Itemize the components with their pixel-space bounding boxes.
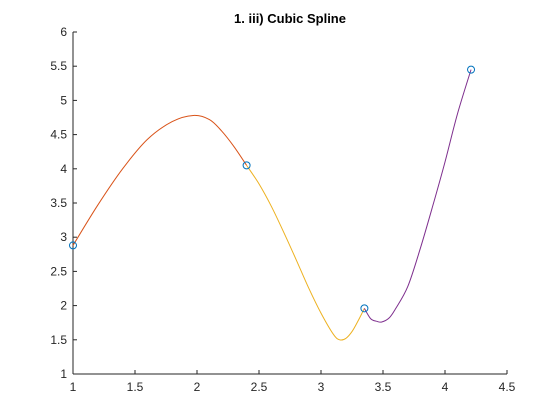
x-tick-label: 3.5	[375, 380, 392, 394]
y-tick-label: 1	[60, 367, 67, 381]
knot-marker	[69, 241, 77, 250]
spline-segment-1	[72, 114, 248, 246]
x-tick-label: 3	[318, 380, 325, 394]
x-tick-label: 4	[442, 380, 449, 394]
x-tick-label: 1.5	[127, 380, 144, 394]
axes	[72, 32, 507, 375]
y-tick-label: 3	[60, 230, 67, 244]
series-lines	[72, 69, 472, 341]
y-tick-label: 6	[60, 25, 67, 39]
y-tick-label: 5	[60, 93, 67, 107]
spline-segment-3	[363, 69, 472, 323]
y-tick-label: 4	[60, 162, 67, 176]
x-tick-label: 1	[70, 380, 77, 394]
knot-markers	[69, 65, 476, 313]
knot-marker	[467, 65, 476, 74]
y-tick-label: 3.5	[50, 196, 67, 210]
spline-segment-2	[246, 165, 365, 341]
y-tick-label: 5.5	[50, 59, 67, 73]
y-tick-label: 2	[60, 299, 67, 313]
x-tick-label: 2	[194, 380, 201, 394]
y-tick-label: 4.5	[50, 128, 67, 142]
ticks: 1 1.5 2 2.5 3 3.5 4 4.5 1 1.5 2 2.5 3 3.5 4 4.5 5 5.5 6	[50, 25, 515, 394]
x-tick-label: 4.5	[499, 380, 516, 394]
knot-marker	[242, 161, 251, 170]
knot-marker	[360, 304, 369, 313]
chart-title: 1. iii) Cubic Spline	[234, 11, 346, 26]
y-tick-label: 1.5	[50, 333, 67, 347]
y-tick-label: 2.5	[50, 264, 67, 278]
x-tick-label: 2.5	[251, 380, 268, 394]
